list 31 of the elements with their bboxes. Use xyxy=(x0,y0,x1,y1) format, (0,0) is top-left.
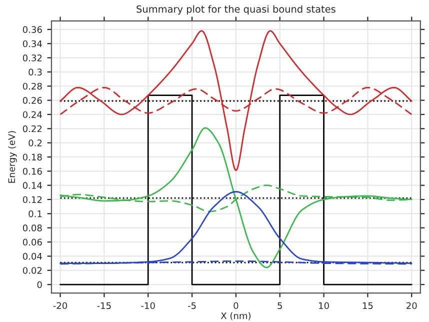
y-tick-label: 0.1 xyxy=(28,210,42,218)
x-tick-label: 20 xyxy=(406,302,417,310)
y-tick-label: 0 xyxy=(37,281,42,288)
y-tick-label: 0.3 xyxy=(28,68,42,76)
y-tick-label: 0.34 xyxy=(22,40,42,48)
x-tick-label: -15 xyxy=(97,302,111,310)
x-tick-label: 15 xyxy=(362,302,373,310)
y-tick-label: 0.08 xyxy=(22,224,42,232)
y-tick-label: 0.04 xyxy=(22,252,42,260)
y-tick-label: 0.22 xyxy=(22,125,42,132)
x-tick-label: -20 xyxy=(53,302,68,310)
y-tick-label: 0.26 xyxy=(22,97,42,104)
y-tick-label: 0.28 xyxy=(22,82,42,90)
x-tick-label: -5 xyxy=(188,302,196,310)
y-tick-label: 0.02 xyxy=(22,267,42,274)
chart-title: Summary plot for the quasi bound states xyxy=(136,5,336,15)
x-tick-label: 0 xyxy=(234,302,238,310)
x-tick-label: 5 xyxy=(278,302,282,310)
x-axis-title: X (nm) xyxy=(220,312,250,320)
x-tick-label: 10 xyxy=(319,302,329,310)
y-tick-label: 0.12 xyxy=(22,196,42,204)
y-tick-label: 0.06 xyxy=(22,238,42,246)
y-tick-label: 0.2 xyxy=(28,140,42,146)
x-tick-label: -10 xyxy=(141,302,155,310)
y-tick-label: 0.14 xyxy=(22,182,42,189)
y-tick-label: 0.36 xyxy=(22,26,42,33)
y-axis-title: Energy (eV) xyxy=(8,131,17,183)
y-tick-label: 0.18 xyxy=(22,154,42,161)
y-tick-label: 0.16 xyxy=(22,168,42,175)
y-tick-label: 0.32 xyxy=(22,54,42,62)
y-tick-label: 0.24 xyxy=(22,111,42,118)
